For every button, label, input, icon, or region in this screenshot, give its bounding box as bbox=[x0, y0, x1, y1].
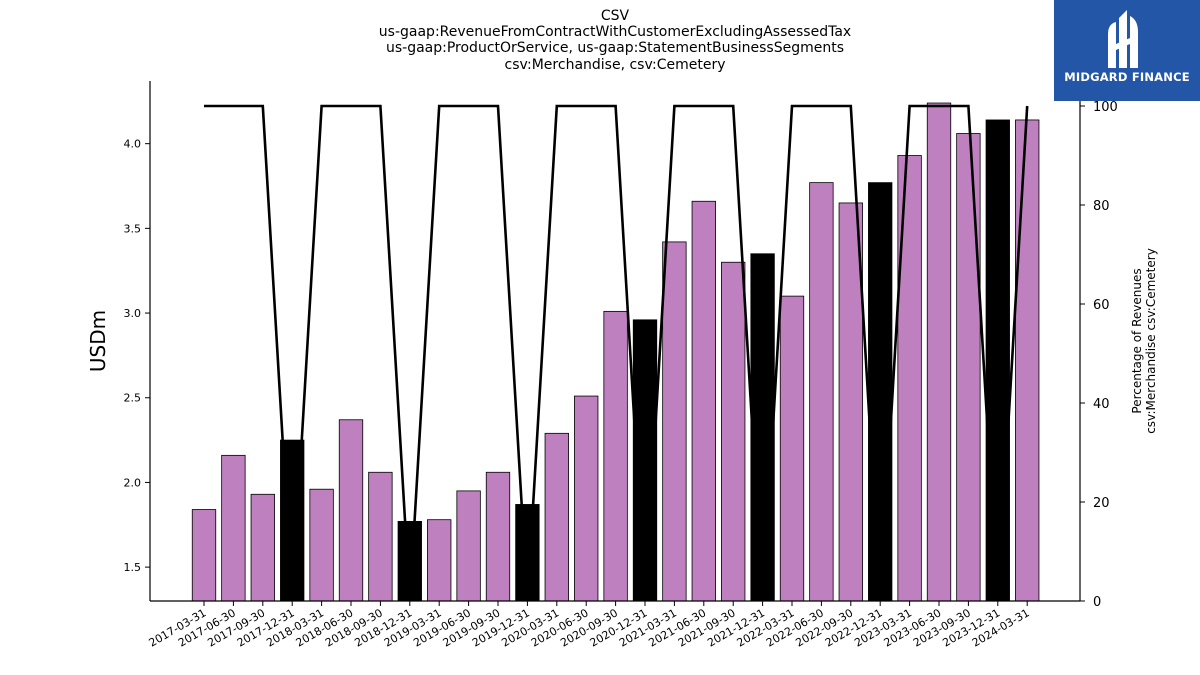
chart-title: CSV us-gaap:RevenueFromContractWithCusto… bbox=[379, 8, 851, 73]
midgard-finance-logo: MIDGARD FINANCE bbox=[1054, 0, 1200, 101]
bar-2021-06-30 bbox=[691, 200, 716, 602]
bar-2017-09-30 bbox=[250, 493, 275, 602]
title-line-3: us-gaap:ProductOrService, us-gaap:Statem… bbox=[386, 40, 844, 56]
y2-tick-label: 0 bbox=[1093, 595, 1101, 610]
bar-2022-03-31 bbox=[779, 295, 805, 602]
bar-2021-09-30 bbox=[721, 261, 746, 602]
bar-2020-09-30 bbox=[603, 310, 628, 602]
bar-2023-09-30 bbox=[956, 133, 981, 602]
bar-2023-03-31 bbox=[897, 155, 922, 602]
percentage-line bbox=[204, 104, 1029, 602]
title-line-1: CSV bbox=[601, 8, 630, 24]
bar-2018-06-30 bbox=[338, 419, 364, 602]
midgard-logo-icon bbox=[1108, 10, 1138, 68]
y2-tick-label: 100 bbox=[1093, 100, 1118, 115]
bar-2022-06-30 bbox=[809, 182, 834, 602]
y-tick-label: 3.5 bbox=[124, 222, 142, 235]
bar-2017-06-30 bbox=[221, 454, 246, 602]
bar-2023-06-30 bbox=[926, 102, 952, 602]
y-tick-label: 4.0 bbox=[124, 138, 142, 151]
bar-2019-09-30 bbox=[485, 471, 511, 602]
y2-axis-label-line-1: Percentage of Revenues bbox=[1130, 268, 1144, 413]
bar-2024-03-31 bbox=[1015, 119, 1040, 602]
logo-text: MIDGARD FINANCE bbox=[1064, 70, 1190, 84]
y2-tick-label: 20 bbox=[1093, 496, 1110, 511]
title-line-4: csv:Merchandise, csv:Cemetery bbox=[505, 57, 726, 73]
bar-2019-06-30 bbox=[456, 490, 481, 602]
bar-group bbox=[191, 102, 1040, 602]
bar-2017-03-31 bbox=[191, 509, 217, 602]
y2-tick-label: 80 bbox=[1093, 199, 1110, 214]
bar-2019-03-31 bbox=[427, 519, 452, 602]
y2-tick-label: 60 bbox=[1093, 298, 1110, 313]
bar-2023-12-31 bbox=[985, 119, 1010, 602]
percentage-line-group bbox=[204, 104, 1029, 602]
bar-2018-09-30 bbox=[368, 471, 393, 602]
y-tick-label: 2.5 bbox=[124, 392, 142, 405]
y2-axis-label: Percentage of Revenues csv:Merchandise c… bbox=[1130, 248, 1158, 434]
bar-2021-12-31 bbox=[750, 253, 775, 602]
bar-2021-03-31 bbox=[662, 241, 687, 602]
y2-tick-label: 40 bbox=[1093, 397, 1110, 412]
bar-2022-12-31 bbox=[868, 182, 893, 602]
y2-axis-label-line-2: csv:Merchandise csv:Cemetery bbox=[1144, 248, 1158, 434]
y-tick-label: 1.5 bbox=[124, 561, 142, 574]
bar-2020-06-30 bbox=[574, 395, 599, 602]
axes: 1.52.02.53.03.54.00204060801002017-03-31… bbox=[124, 81, 1118, 650]
y-axis-label: USDm bbox=[86, 310, 110, 372]
bar-2018-03-31 bbox=[309, 488, 334, 602]
y-tick-label: 2.0 bbox=[124, 476, 142, 489]
title-line-2: us-gaap:RevenueFromContractWithCustomerE… bbox=[379, 24, 851, 40]
y-tick-label: 3.0 bbox=[124, 307, 142, 320]
bar-2020-03-31 bbox=[544, 432, 569, 602]
